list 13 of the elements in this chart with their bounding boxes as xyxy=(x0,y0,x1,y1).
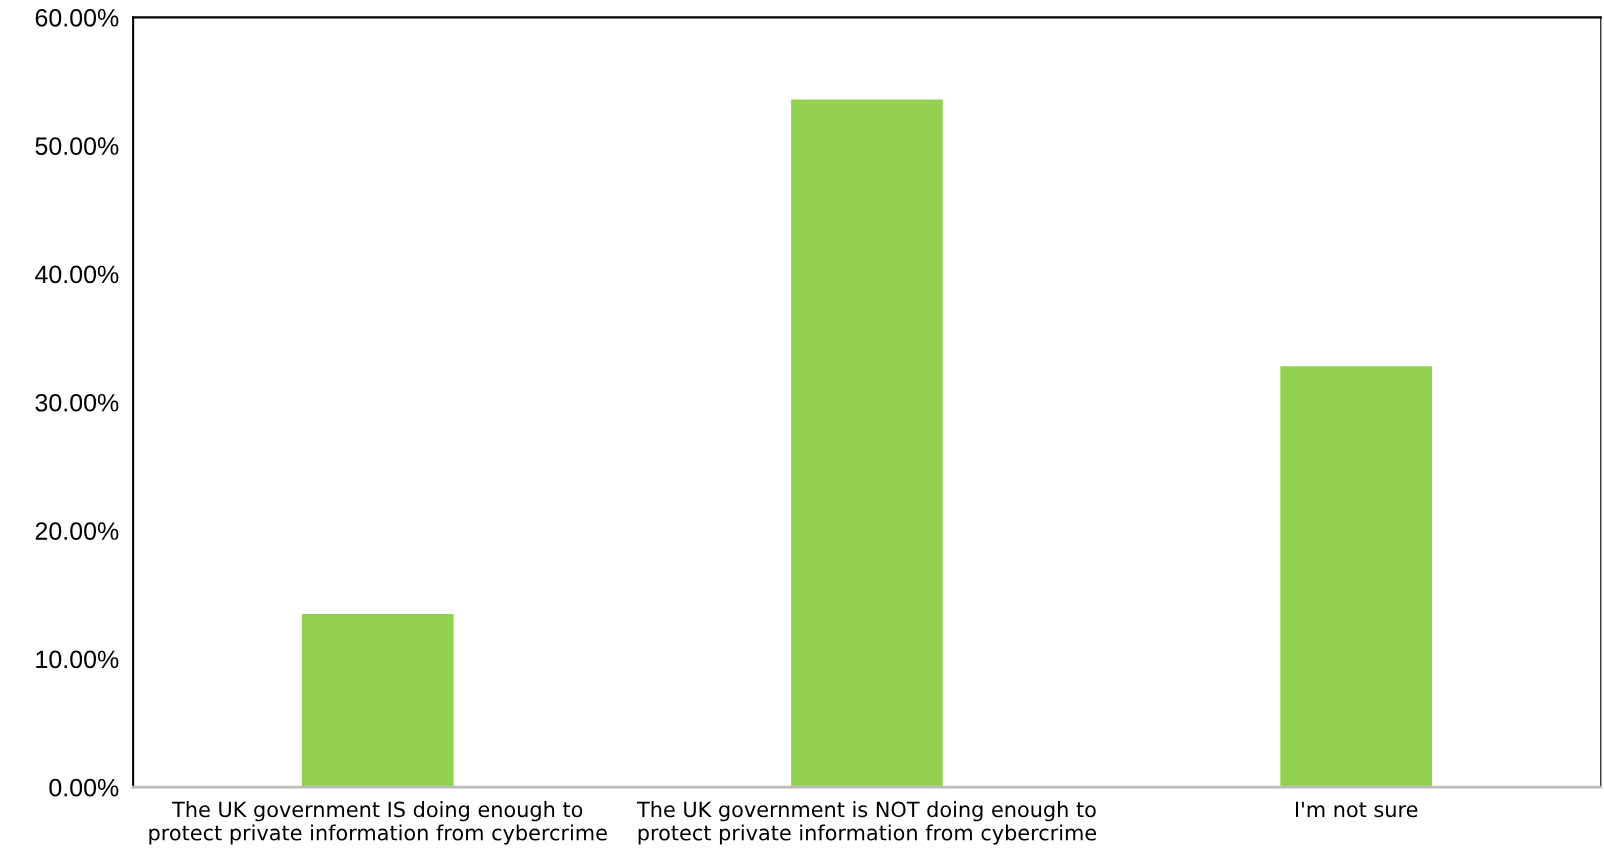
y-tick-label: 30.00% xyxy=(35,393,119,412)
bar xyxy=(791,99,943,788)
x-tick-label: I'm not sure xyxy=(1295,801,1418,818)
y-tick-label: 20.00% xyxy=(35,522,119,540)
bar xyxy=(1280,366,1433,788)
y-tick-label: 50.00% xyxy=(35,137,119,155)
x-tick-label: The UK government IS doing enough to protect private information from cybercrime xyxy=(149,801,607,845)
x-tick-label: The UK government is NOT doing enough to protect private information from cybercrime xyxy=(636,801,1097,845)
y-tick-label: 0.00% xyxy=(49,778,119,797)
bar xyxy=(301,614,454,788)
y-tick-label: 40.00% xyxy=(35,265,119,284)
y-tick-label: 60.00% xyxy=(35,8,119,27)
y-tick-label: 10.00% xyxy=(36,650,119,669)
